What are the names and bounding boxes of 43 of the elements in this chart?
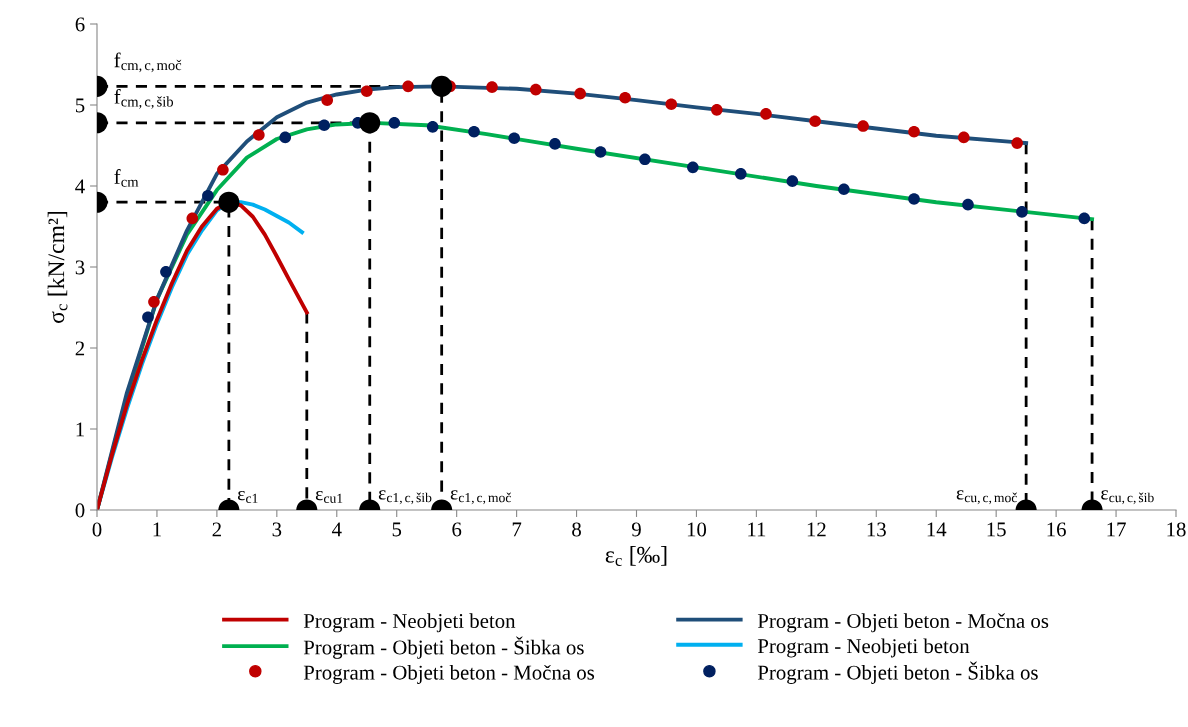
y-axis-title: σ$_{c}$ [kN/cm²] xyxy=(47,211,68,323)
x-tick-label: 13 xyxy=(867,522,886,537)
annotation: ε$_{cu1}$ xyxy=(315,490,343,503)
x-tick-label: 17 xyxy=(1107,522,1126,537)
x-tick-label: 7 xyxy=(512,522,522,537)
y-tick-label: 6 xyxy=(75,17,85,32)
annotation: ε$_{c1}$ xyxy=(237,490,258,503)
annotation: ε$_{cu,c,šib}$ xyxy=(1101,490,1154,505)
legend-label: Program - Neobjeti beton xyxy=(303,613,516,633)
annotation: f$_{cm}$ xyxy=(114,169,139,187)
legend-label: Program - Neobjeti beton xyxy=(757,638,970,658)
y-tick-label: 0 xyxy=(75,503,85,518)
x-tick-label: 14 xyxy=(927,522,947,537)
x-axis-title: ε$_{c}$ [‰] xyxy=(605,546,667,566)
x-tick-label: 9 xyxy=(631,522,641,537)
annotation: ε$_{c1,c,moč}$ xyxy=(450,490,511,505)
legend-label: Program - Objeti beton - Šibka os xyxy=(757,661,1038,684)
x-tick-label: 8 xyxy=(572,522,581,537)
y-tick-label: 5 xyxy=(75,98,85,113)
y-tick-label: 1 xyxy=(76,422,84,437)
annotation: f$_{cm,c,šib}$ xyxy=(114,88,174,109)
y-tick-label: 4 xyxy=(75,179,85,194)
y-tick-label: 3 xyxy=(75,260,85,275)
x-tick-label: 12 xyxy=(807,522,826,537)
legend-label: Program - Objeti beton - Šibka os xyxy=(303,636,584,659)
x-tick-label: 15 xyxy=(987,522,1006,537)
x-tick-label: 3 xyxy=(272,522,282,537)
y-tick-label: 2 xyxy=(75,341,85,356)
legend-label: Program - Objeti beton - Močna os xyxy=(757,613,1049,633)
x-tick-label: 5 xyxy=(392,522,402,537)
x-tick-label: 4 xyxy=(331,522,342,537)
annotation: f$_{cm,c,moč}$ xyxy=(114,52,182,73)
x-tick-label: 16 xyxy=(1047,522,1066,537)
annotation: ε$_{cu,c,moč}$ xyxy=(956,490,1017,505)
x-tick-label: 0 xyxy=(92,522,102,537)
x-tick-label: 11 xyxy=(748,522,766,537)
legend-label: Program - Objeti beton - Močna os xyxy=(303,664,595,684)
x-tick-label: 6 xyxy=(452,522,462,537)
x-tick-label: 10 xyxy=(687,522,707,537)
annotation: ε$_{c1,c,šib}$ xyxy=(378,490,432,505)
x-tick-label: 1 xyxy=(153,522,161,537)
x-tick-label: 2 xyxy=(212,522,221,537)
x-tick-label: 18 xyxy=(1167,522,1186,537)
